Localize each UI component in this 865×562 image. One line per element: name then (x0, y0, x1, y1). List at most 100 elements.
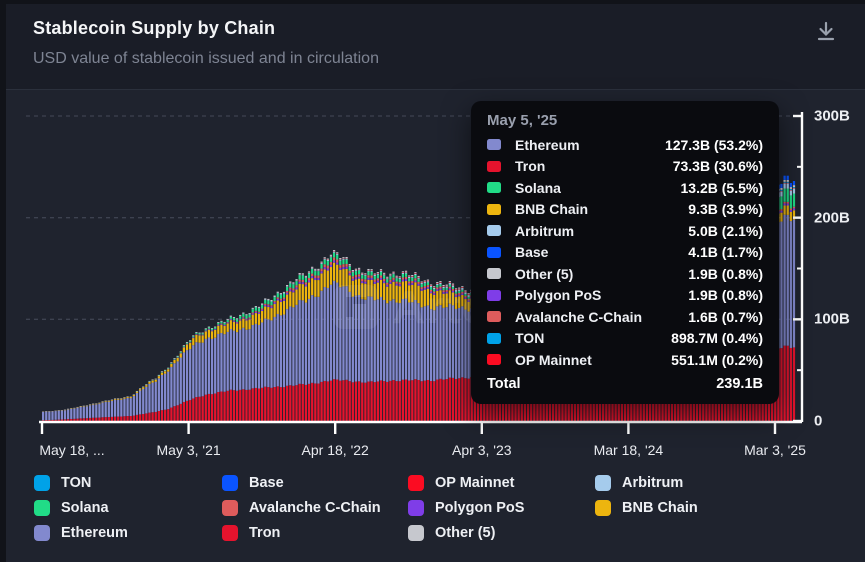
artemis-logo-icon (334, 285, 378, 329)
tooltip-swatch-solana (487, 182, 501, 194)
legend-label: Other (5) (435, 524, 496, 541)
legend-swatch (408, 499, 424, 516)
tooltip-swatch-polygon-pos (487, 289, 501, 301)
y-tick-label: 0 (814, 412, 823, 430)
legend-item-other-5-[interactable]: Other (5) (408, 520, 524, 545)
legend-column: Base Avalanche C-Chain Tron (222, 470, 381, 545)
tooltip-row: Avalanche C-Chain 1.6B (0.7%) (487, 306, 763, 328)
legend-item-avalanche-c-chain[interactable]: Avalanche C-Chain (222, 495, 381, 520)
tooltip-chain-value: 5.0B (2.1%) (688, 222, 763, 239)
tooltip-swatch-other-5- (487, 268, 501, 280)
tooltip-chain-label: Ethereum (515, 136, 580, 153)
tooltip-rows: Ethereum 127.3B (53.2%) Tron 73.3B (30.6%) S… (487, 134, 763, 371)
legend-label: OP Mainnet (435, 474, 515, 491)
legend-item-ethereum[interactable]: Ethereum (34, 520, 128, 545)
tooltip-row: OP Mainnet 551.1M (0.2%) (487, 349, 763, 371)
tooltip-total-value: 239.1B (716, 375, 763, 392)
legend-label: Solana (61, 499, 109, 516)
tooltip-row: TON 898.7M (0.4%) (487, 328, 763, 350)
tooltip-chain-label: Polygon PoS (515, 287, 602, 304)
tooltip-row: Tron 73.3B (30.6%) (487, 156, 763, 178)
legend-column: TON Solana Ethereum (34, 470, 128, 545)
stablecoin-supply-card: Stablecoin Supply by Chain USD value of … (6, 4, 865, 562)
tooltip-swatch-avalanche-c-chain (487, 311, 501, 323)
chart-panel: May 18, ... May 3, '21 Apr 18, '22 Apr 3, '… (6, 90, 865, 562)
x-tick-label: Mar 3, '25 (744, 442, 806, 458)
legend-label: TON (61, 474, 92, 491)
tooltip-chain-label: Arbitrum (515, 222, 575, 239)
tooltip-date: May 5, '25 (487, 112, 558, 129)
legend-column: OP Mainnet Polygon PoS Other (5) (408, 470, 524, 545)
tooltip-total-row: Total 239.1B (487, 372, 763, 396)
legend-swatch (595, 474, 611, 491)
x-tick-label: Apr 18, '22 (301, 442, 369, 458)
tooltip-row: Solana 13.2B (5.5%) (487, 177, 763, 199)
legend-column: Arbitrum BNB Chain (595, 470, 698, 520)
legend-item-arbitrum[interactable]: Arbitrum (595, 470, 698, 495)
legend-item-base[interactable]: Base (222, 470, 381, 495)
page-subtitle: USD value of stablecoin issued and in ci… (33, 50, 379, 67)
y-tick-label: 300B (814, 107, 850, 125)
legend-label: Tron (249, 524, 281, 541)
tooltip-swatch-ethereum (487, 139, 501, 151)
page-title: Stablecoin Supply by Chain (33, 18, 276, 38)
legend-item-polygon-pos[interactable]: Polygon PoS (408, 495, 524, 520)
legend-item-op-mainnet[interactable]: OP Mainnet (408, 470, 524, 495)
tooltip-swatch-arbitrum (487, 225, 501, 237)
legend-swatch (408, 474, 424, 491)
tooltip-row: Arbitrum 5.0B (2.1%) (487, 220, 763, 242)
legend-item-ton[interactable]: TON (34, 470, 128, 495)
tooltip-row: BNB Chain 9.3B (3.9%) (487, 199, 763, 221)
tooltip-chain-label: Other (5) (515, 265, 574, 282)
tooltip-row: Ethereum 127.3B (53.2%) (487, 134, 763, 156)
x-tick-label: Mar 18, '24 (593, 442, 664, 458)
tooltip-chain-label: BNB Chain (515, 201, 589, 218)
legend-swatch (222, 524, 238, 541)
legend-item-tron[interactable]: Tron (222, 520, 381, 545)
tooltip-chain-label: Tron (515, 158, 546, 175)
tooltip-swatch-ton (487, 332, 501, 344)
legend-swatch (222, 474, 238, 491)
legend-swatch (595, 499, 611, 516)
chart-tooltip: May 5, '25 Ethereum 127.3B (53.2%) Tron 73.… (471, 101, 779, 404)
tooltip-swatch-tron (487, 160, 501, 172)
tooltip-row: Base 4.1B (1.7%) (487, 242, 763, 264)
tooltip-chain-value: 1.9B (0.8%) (688, 265, 763, 282)
download-icon (817, 21, 835, 40)
legend-label: Arbitrum (622, 474, 684, 491)
x-tick-label: May 3, '21 (156, 442, 221, 458)
x-tick-label: Apr 3, '23 (452, 442, 512, 458)
tooltip-chain-label: Solana (515, 179, 561, 196)
tooltip-chain-value: 127.3B (53.2%) (664, 136, 763, 153)
legend-item-bnb-chain[interactable]: BNB Chain (595, 495, 698, 520)
tooltip-swatch-op-mainnet (487, 354, 501, 366)
tooltip-chain-value: 9.3B (3.9%) (688, 201, 763, 218)
tooltip-chain-value: 1.9B (0.8%) (688, 287, 763, 304)
tooltip-chain-label: OP Mainnet (515, 351, 592, 368)
legend-item-solana[interactable]: Solana (34, 495, 128, 520)
tooltip-row: Other (5) 1.9B (0.8%) (487, 263, 763, 285)
legend-label: Base (249, 474, 284, 491)
tooltip-chain-label: Base (515, 244, 549, 261)
tooltip-total-label: Total (487, 375, 521, 392)
legend-swatch (222, 499, 238, 516)
chart-legend: TON Solana Ethereum Base Avalanche C-Chain Tr… (6, 470, 865, 562)
tooltip-chain-label: TON (515, 330, 545, 347)
legend-swatch (408, 524, 424, 541)
x-tick-label: May 18, ... (39, 442, 105, 458)
legend-label: Avalanche C-Chain (249, 499, 381, 516)
tooltip-chain-value: 13.2B (5.5%) (680, 179, 763, 196)
tooltip-chain-value: 73.3B (30.6%) (672, 158, 763, 175)
legend-swatch (34, 474, 50, 491)
tooltip-chain-label: Avalanche C-Chain (515, 308, 643, 325)
legend-label: BNB Chain (622, 499, 698, 516)
download-button[interactable] (809, 16, 843, 50)
legend-swatch (34, 524, 50, 541)
tooltip-chain-value: 898.7M (0.4%) (671, 330, 763, 347)
tooltip-chain-value: 4.1B (1.7%) (688, 244, 763, 261)
legend-swatch (34, 499, 50, 516)
legend-label: Ethereum (61, 524, 128, 541)
y-tick-label: 200B (814, 209, 850, 227)
card-header: Stablecoin Supply by Chain USD value of … (6, 4, 865, 90)
tooltip-swatch-base (487, 246, 501, 258)
